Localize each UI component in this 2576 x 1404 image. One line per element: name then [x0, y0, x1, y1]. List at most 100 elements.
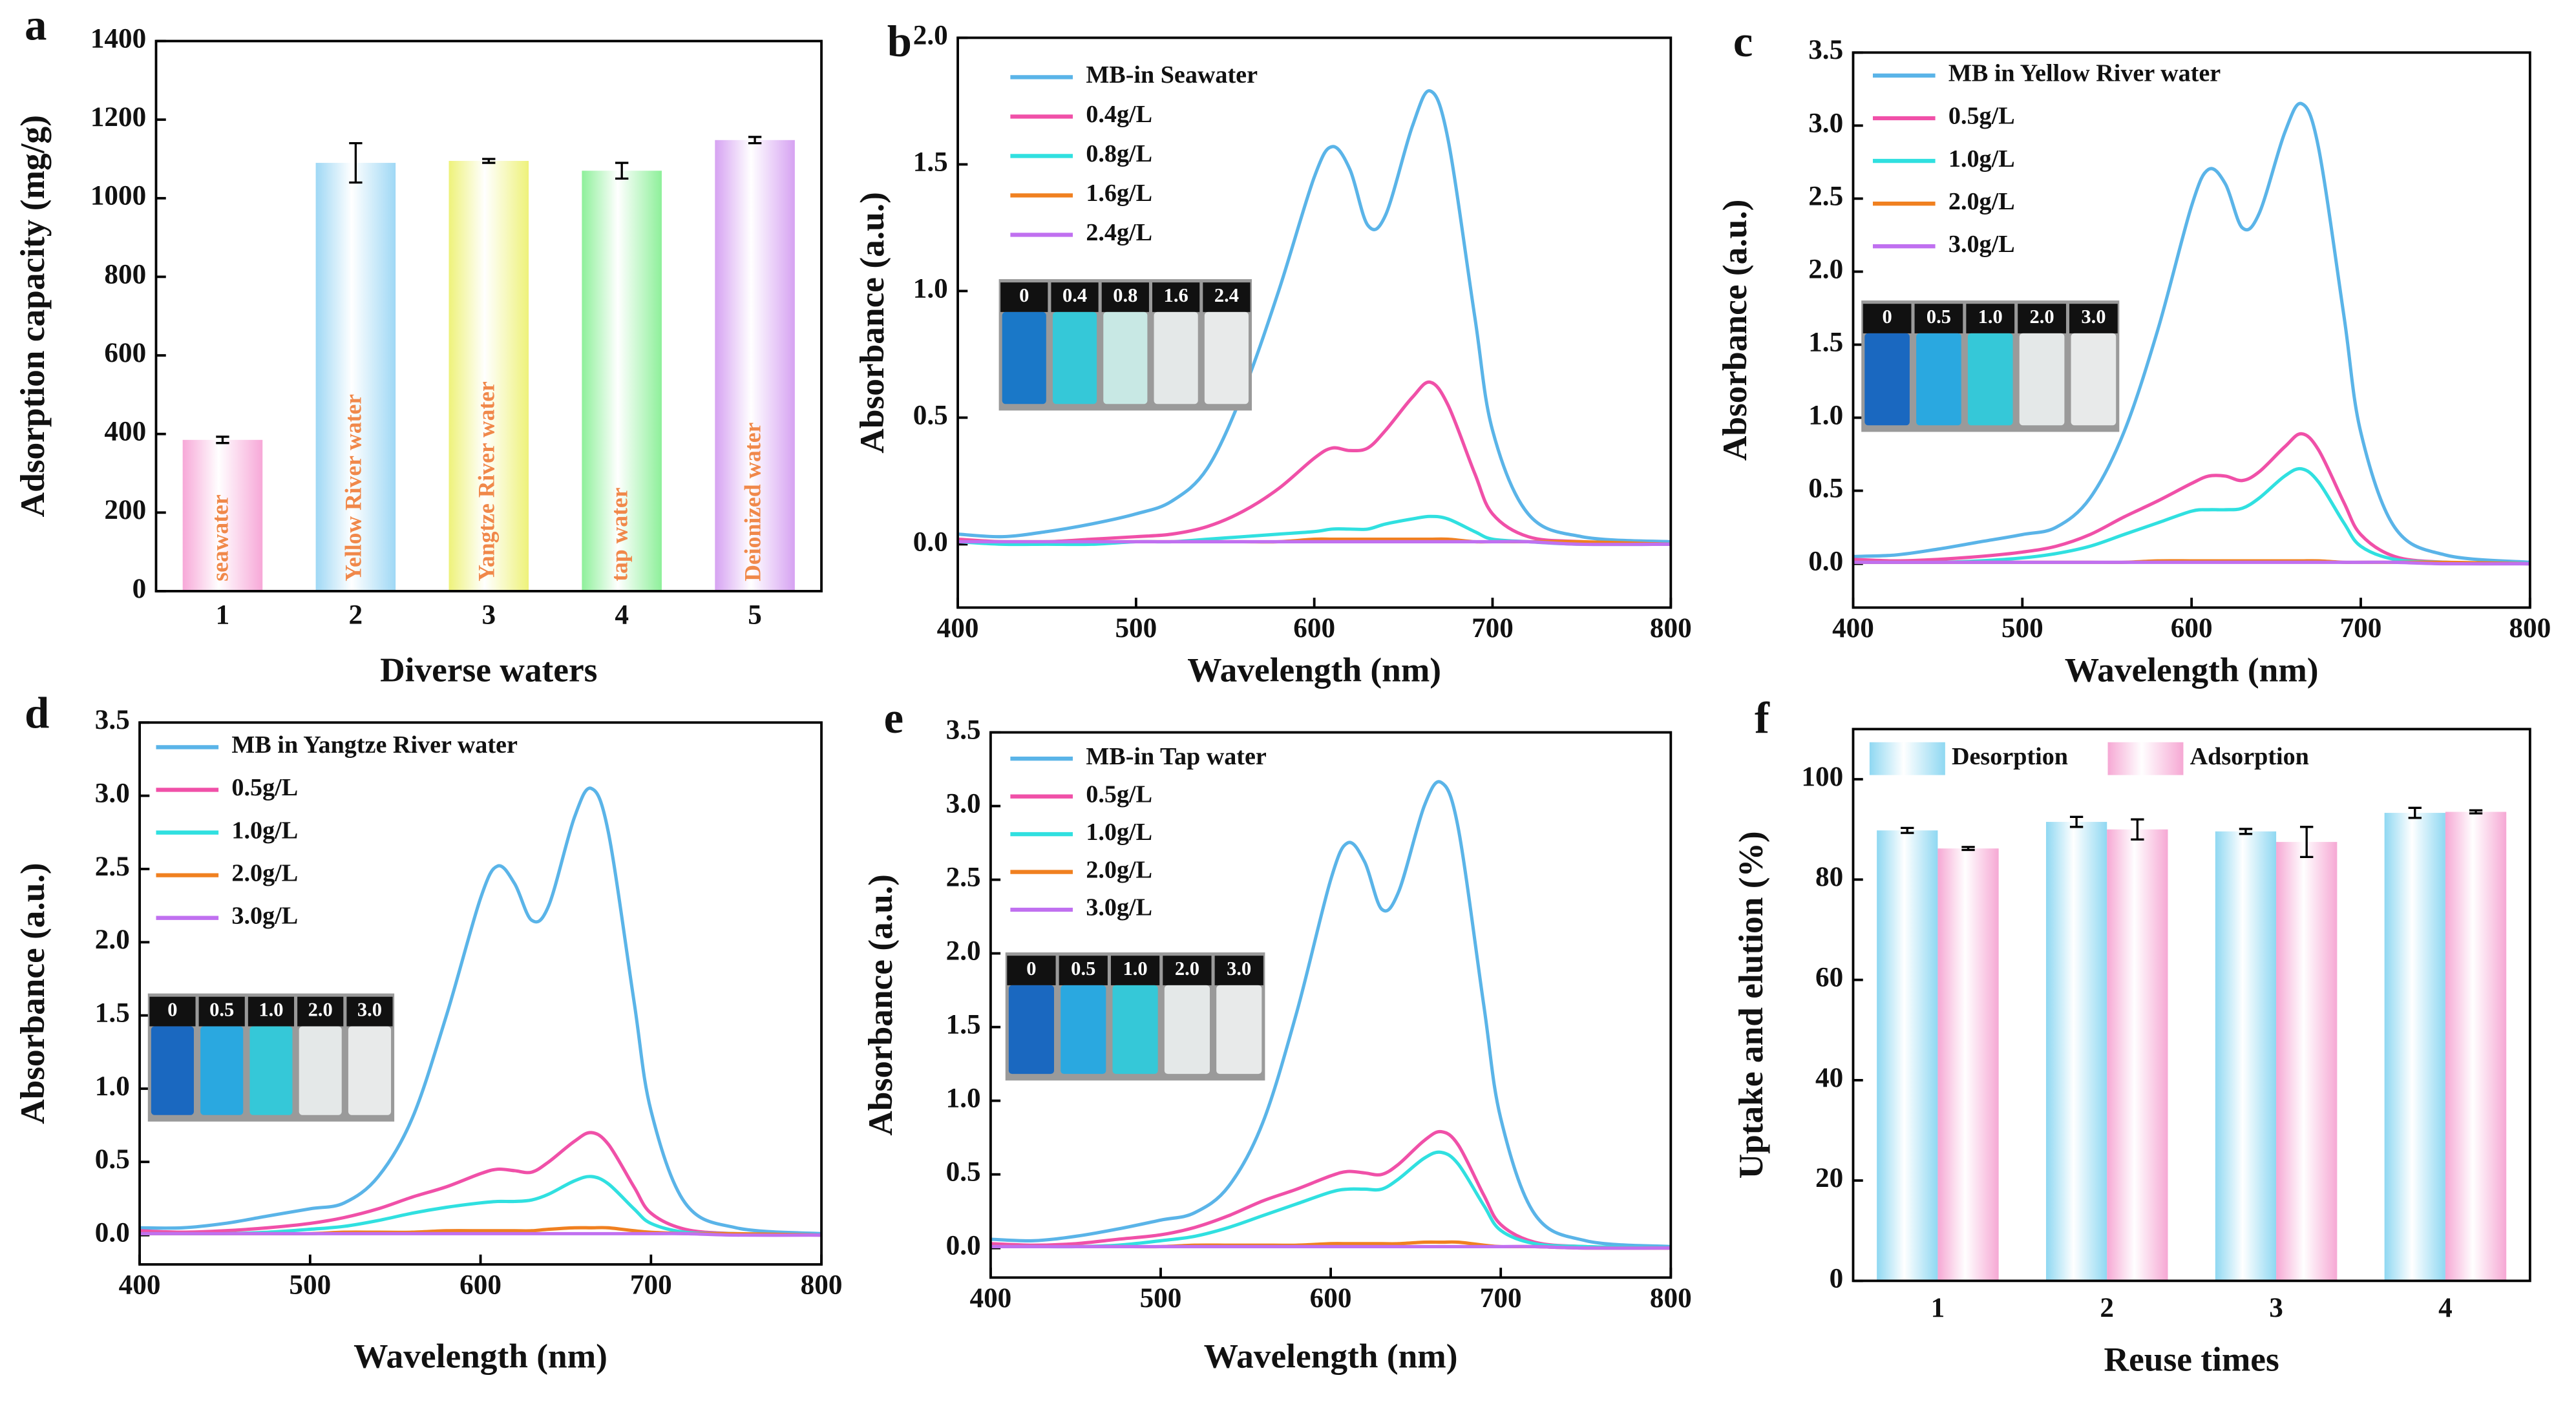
- error-bar: [1961, 846, 1975, 852]
- bar-label: seawater: [207, 494, 233, 582]
- panel-letter: c: [1733, 17, 1753, 66]
- vial: [200, 1026, 244, 1115]
- legend-label: MB in Yangtze River water: [231, 731, 518, 759]
- y-tick-label: 2.5: [1808, 180, 1843, 211]
- bar-label: Yellow River water: [341, 394, 366, 582]
- vial: [249, 1026, 293, 1115]
- line: [140, 1175, 822, 1237]
- y-tick-label: 0: [132, 573, 147, 604]
- bar: [1877, 830, 1938, 1281]
- y-tick-label: 0: [1830, 1263, 1844, 1294]
- x-tick-label: 500: [1140, 1283, 1182, 1314]
- line: [990, 1129, 1671, 1250]
- error-bar: [216, 435, 229, 445]
- legend-label: Adsorption: [2190, 743, 2309, 770]
- inset-label: 1.0: [1978, 306, 2003, 328]
- inset-label: 2.4: [1214, 284, 1239, 306]
- vial-cap: [1914, 304, 1963, 333]
- x-tick-label: 800: [2509, 613, 2551, 644]
- line: [139, 1131, 822, 1237]
- line: [957, 89, 1671, 543]
- legend-label: MB in Yellow River water: [1948, 60, 2221, 87]
- y-tick-label: 1200: [90, 101, 146, 132]
- bar: [582, 171, 662, 591]
- x-tick-label: 2: [2100, 1292, 2114, 1323]
- y-tick-label: 60: [1815, 962, 1843, 993]
- x-tick-label: 600: [1310, 1283, 1352, 1314]
- vial: [1061, 985, 1106, 1074]
- vial-cap: [1007, 956, 1056, 985]
- bar: [315, 163, 396, 591]
- y-tick-label: 2.5: [95, 851, 130, 882]
- y-tick-label: 20: [1815, 1162, 1843, 1193]
- vial-cap: [1863, 304, 1912, 333]
- x-axis-label: Wavelength (nm): [1204, 1337, 1458, 1376]
- bar-label: Deionized water: [739, 423, 765, 582]
- y-tick-label: 100: [1801, 761, 1843, 792]
- inset-label: 2.0: [1175, 958, 1199, 980]
- y-tick-label: 3.0: [1808, 107, 1843, 138]
- panel-letter: a: [25, 1, 47, 50]
- vial-cap: [297, 996, 344, 1027]
- vial-cap: [1000, 282, 1048, 312]
- bar-label: Yangtze River water: [473, 381, 499, 582]
- inset-label: 0.5: [209, 999, 234, 1021]
- x-tick-label: 500: [2001, 613, 2043, 644]
- x-tick-label: 700: [2340, 613, 2382, 644]
- error-bar: [1901, 826, 1914, 834]
- bar: [2215, 831, 2277, 1281]
- vial-cap: [2069, 304, 2118, 333]
- legend-label: 2.4g/L: [1086, 219, 1152, 246]
- line: [990, 1150, 1671, 1250]
- inset-label: 1.6: [1164, 284, 1188, 306]
- x-tick-label: 600: [1293, 613, 1335, 644]
- legend-label: 1.0g/L: [1948, 145, 2015, 173]
- y-tick-label: 800: [104, 258, 146, 289]
- vial: [1052, 311, 1097, 404]
- plot-frame: [138, 721, 823, 1266]
- y-tick-label: 1.5: [946, 1009, 981, 1040]
- plot-frame: [989, 731, 1673, 1279]
- x-tick-label: 400: [937, 613, 979, 644]
- y-tick-label: 3.5: [946, 714, 981, 745]
- vial: [1204, 311, 1249, 404]
- inset-label: 0.4: [1062, 284, 1087, 306]
- legend-label: MB-in Seawater: [1086, 61, 1258, 89]
- y-tick-label: 80: [1815, 861, 1843, 892]
- line: [958, 540, 1671, 547]
- inset-label: 3.0: [1227, 958, 1251, 980]
- plot-frame: [154, 39, 823, 592]
- legend-label: 1.0g/L: [1086, 819, 1152, 846]
- vial: [1864, 333, 1910, 426]
- inset-label: 1.0: [259, 999, 283, 1021]
- line: [990, 1244, 1671, 1250]
- y-tick-label: 1.0: [946, 1083, 981, 1114]
- y-tick-label: 1.0: [95, 1071, 130, 1102]
- bar: [2384, 813, 2445, 1281]
- vial-cap: [198, 996, 245, 1027]
- y-axis-label: Absorbance (a.u.): [852, 192, 891, 454]
- plot-frame: [956, 36, 1673, 609]
- x-tick-label: 500: [289, 1269, 331, 1300]
- y-tick-label: 1.0: [1808, 399, 1843, 430]
- inset-label: 0: [1882, 306, 1892, 328]
- y-tick-label: 0.5: [946, 1157, 981, 1188]
- vial-cap: [1203, 282, 1251, 312]
- x-axis-label: Wavelength (nm): [354, 1337, 607, 1376]
- y-tick-label: 3.5: [95, 704, 130, 735]
- x-tick-label: 800: [1650, 1283, 1692, 1314]
- x-tick-label: 400: [969, 1283, 1011, 1314]
- y-tick-label: 1000: [90, 180, 146, 211]
- x-tick-label: 700: [630, 1269, 672, 1300]
- line: [1853, 101, 2531, 564]
- inset-label: 1.0: [1123, 958, 1148, 980]
- legend-label: 2.0g/L: [1948, 188, 2015, 215]
- x-axis-label: Reuse times: [2104, 1340, 2279, 1379]
- y-tick-label: 0.0: [1808, 545, 1843, 576]
- panel-letter: d: [25, 688, 49, 737]
- x-tick-label: 1: [216, 600, 230, 631]
- x-tick-label: 800: [801, 1269, 843, 1300]
- vial: [1216, 985, 1262, 1074]
- y-tick-label: 3.0: [946, 788, 981, 819]
